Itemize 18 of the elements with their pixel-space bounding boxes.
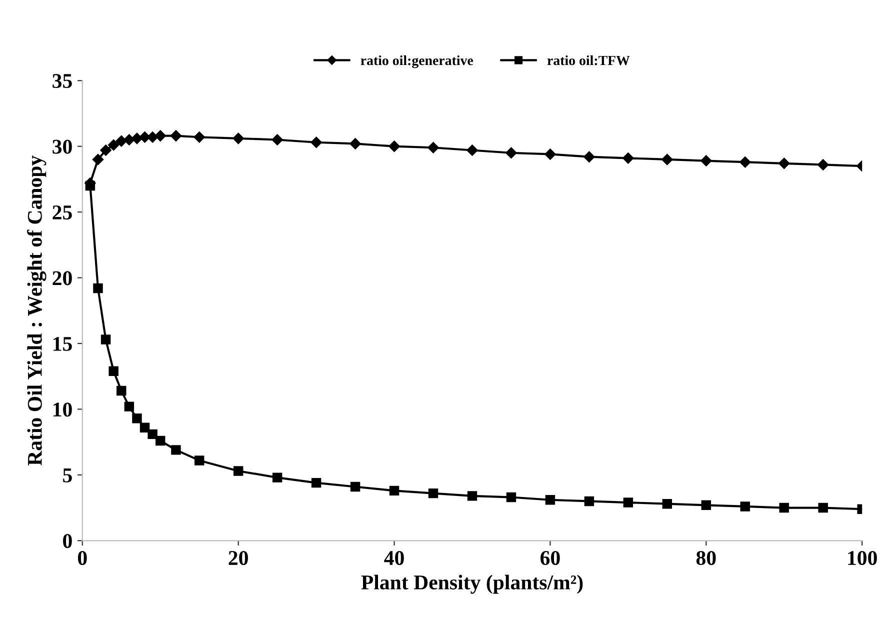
y-tick-label: 0 [63, 534, 72, 548]
legend-label: ratio oil:generative [360, 55, 474, 68]
y-tick-label: 25 [52, 205, 72, 220]
x-tick-label: 0 [78, 550, 87, 566]
y-tick-label: 35 [52, 74, 72, 88]
y-tick-label: 20 [52, 271, 72, 286]
y-axis-title: Ratio Oil Yield : Weight of Canopy [27, 156, 46, 466]
y-tick-label: 15 [54, 336, 72, 351]
x-tick-label: 100 [848, 550, 877, 566]
x-tick-label: 60 [540, 550, 560, 566]
x-tick-label: 20 [228, 550, 248, 566]
y-tick-label: 30 [52, 140, 72, 154]
legend-label: ratio oil:TFW [547, 55, 630, 66]
x-tick-label: 80 [696, 550, 716, 566]
x-tick-label: 40 [384, 550, 404, 566]
x-axis-title: Plant Density (plants/m²) [361, 574, 583, 594]
y-tick-label: 5 [63, 468, 72, 482]
y-tick-label: 10 [54, 402, 72, 417]
